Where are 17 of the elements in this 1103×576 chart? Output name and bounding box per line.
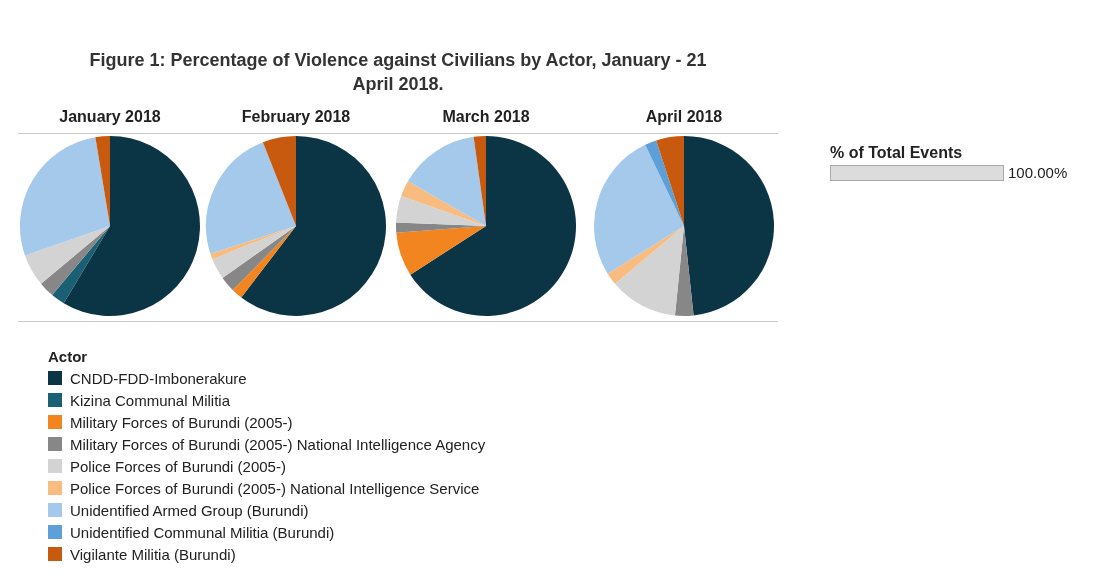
- chart-subtitle: April 2018: [644, 108, 724, 127]
- legend-label: Vigilante Militia (Burundi): [70, 545, 236, 563]
- chart-title: Figure 1: Percentage of Violence against Civilians by Actor, January - 21 April 2018.: [88, 49, 708, 96]
- legend-label: Military Forces of Burundi (2005-): [70, 413, 293, 431]
- legend-label: Military Forces of Burundi (2005-) National Intelligence Agency: [70, 435, 486, 453]
- legend-label: Unidentified Armed Group (Burundi): [70, 501, 309, 519]
- text: % of Total Events: [830, 144, 964, 162]
- legend-label: CNDD-FDD-Imbonerakure: [70, 369, 247, 387]
- chart-subtitle: January 2018: [58, 108, 162, 127]
- legend-title: Actor: [48, 348, 89, 365]
- legend-label: Police Forces of Burundi (2005-) National Intelligence Service: [70, 479, 480, 497]
- chart-subtitle: March 2018: [441, 108, 531, 127]
- legend-label: Police Forces of Burundi (2005-): [70, 457, 286, 475]
- legend-label: Unidentified Communal Militia (Burundi): [70, 523, 335, 541]
- legend-label: Kizina Communal Militia: [70, 391, 231, 409]
- chart-subtitle: February 2018: [240, 108, 352, 127]
- text: 100.00%: [1008, 164, 1068, 181]
